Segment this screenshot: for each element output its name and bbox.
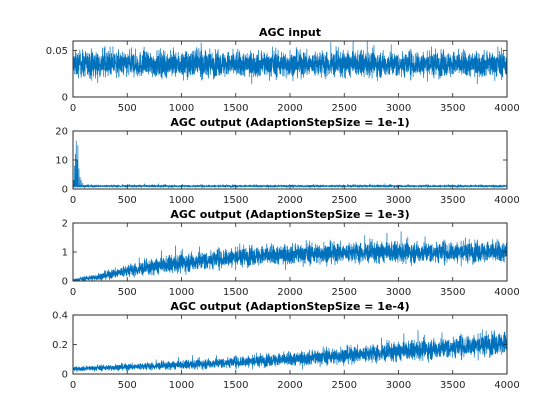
x-tick-label: 0 (70, 380, 76, 391)
x-tick-label: 2000 (277, 195, 302, 206)
x-tick-label: 2000 (277, 287, 302, 298)
x-tick-label: 4000 (494, 195, 519, 206)
x-tick-label: 1000 (169, 103, 194, 114)
y-tick-label: 2 (62, 219, 68, 230)
axes-frame (72, 130, 508, 190)
subplot-title: AGC output (AdaptionStepSize = 1e-1) (170, 116, 409, 129)
axes-box (72, 130, 508, 190)
y-tick-label: 0 (62, 370, 68, 381)
x-tick-label: 3000 (386, 103, 411, 114)
x-tick-label: 1500 (223, 103, 248, 114)
axes-frame (72, 314, 508, 375)
x-tick-label: 0 (70, 195, 76, 206)
x-tick-label: 2500 (332, 195, 357, 206)
y-tick-label: 0.4 (52, 311, 68, 322)
x-tick-label: 1000 (169, 380, 194, 391)
x-tick-label: 500 (118, 380, 137, 391)
y-tick-label: 0.05 (46, 46, 68, 57)
x-tick-label: 3000 (386, 287, 411, 298)
y-tick-label: 0 (62, 93, 68, 104)
y-tick-label: 1 (62, 248, 68, 259)
y-tick-label: 20 (55, 127, 68, 138)
subplot-title: AGC output (AdaptionStepSize = 1e-3) (170, 208, 409, 221)
x-tick-label: 1000 (169, 195, 194, 206)
x-tick-label: 500 (118, 287, 137, 298)
x-tick-label: 4000 (494, 380, 519, 391)
x-tick-label: 1500 (223, 380, 248, 391)
x-tick-label: 0 (70, 287, 76, 298)
subplot-2: 0 500 1000 1500 2000 2500 3000 3500 4000 0 10 20 AGC… (55, 116, 519, 206)
subplot-1: 0 500 1000 1500 2000 2500 3000 3500 4000 0 0.05 AGC… (46, 26, 520, 114)
x-tick-label: 2500 (332, 103, 357, 114)
x-tick-label: 2000 (277, 380, 302, 391)
subplot-title: AGC output (AdaptionStepSize = 1e-4) (170, 300, 409, 313)
y-tick-label: 0 (62, 185, 68, 196)
subplot-3: 0 500 1000 1500 2000 2500 3000 3500 4000 0 1 2 AGC o… (62, 208, 520, 298)
x-tick-label: 2500 (332, 380, 357, 391)
axes-frame (72, 40, 508, 98)
subplot-4: 0 500 1000 1500 2000 2500 3000 3500 4000 0 0.2 0.4 A… (52, 300, 520, 391)
x-tick-label: 1500 (223, 287, 248, 298)
series-line-1 (73, 41, 507, 85)
x-tick-label: 3000 (386, 380, 411, 391)
axes-frame (72, 222, 508, 282)
x-tick-label: 4000 (494, 103, 519, 114)
y-tick-label: 10 (55, 156, 68, 167)
x-tick-label: 4000 (494, 287, 519, 298)
x-tick-label: 3500 (440, 380, 465, 391)
x-tick-label: 3000 (386, 195, 411, 206)
x-tick-label: 3500 (440, 195, 465, 206)
subplot-title: AGC input (259, 26, 321, 39)
y-tick-label: 0.2 (52, 340, 68, 351)
y-tick-label: 0 (62, 277, 68, 288)
x-tick-label: 3500 (440, 287, 465, 298)
x-tick-label: 0 (70, 103, 76, 114)
x-tick-label: 1500 (223, 195, 248, 206)
x-tick-label: 2500 (332, 287, 357, 298)
series-line-1 (73, 231, 507, 281)
x-tick-label: 500 (118, 195, 137, 206)
x-tick-label: 2000 (277, 103, 302, 114)
x-tick-label: 3500 (440, 103, 465, 114)
x-tick-label: 1000 (169, 287, 194, 298)
series-line-1 (73, 329, 507, 373)
x-tick-label: 500 (118, 103, 137, 114)
